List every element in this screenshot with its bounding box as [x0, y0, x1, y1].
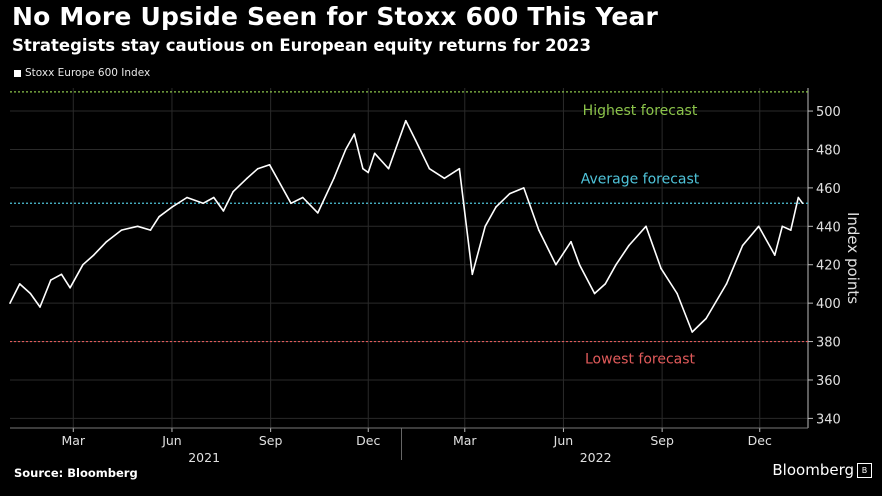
data-point	[458, 167, 461, 170]
data-point	[232, 190, 234, 193]
x-year-label: 2022	[580, 450, 612, 465]
chart-title: No More Upside Seen for Stoxx 600 This Y…	[12, 2, 659, 31]
x-tick-label: Dec	[748, 433, 772, 448]
data-point	[797, 196, 800, 199]
data-point	[246, 177, 248, 180]
data-point	[353, 133, 356, 135]
data-point	[628, 244, 630, 247]
data-point	[212, 196, 215, 199]
x-tick-label: Jun	[553, 433, 574, 448]
data-point	[691, 331, 693, 333]
brand-name: Bloomberg	[772, 461, 854, 479]
data-point	[29, 292, 32, 295]
x-tick-label: Jun	[161, 433, 182, 448]
y-axis-title: Index points	[844, 212, 862, 304]
data-point	[136, 225, 139, 228]
data-point	[790, 229, 792, 231]
data-point	[186, 196, 188, 199]
y-tick-label: 480	[816, 143, 841, 158]
data-point	[344, 148, 347, 151]
y-tick-label: 360	[816, 374, 841, 389]
reference-line-label: Highest forecast	[583, 103, 698, 119]
legend-label: Stoxx Europe 600 Index	[25, 67, 151, 79]
data-point	[171, 206, 173, 208]
data-point	[537, 229, 540, 231]
data-point	[522, 187, 525, 189]
brand-icon: B	[857, 462, 872, 478]
data-point	[676, 292, 678, 295]
x-tick-label: Mar	[453, 433, 477, 448]
data-point	[443, 177, 446, 180]
y-tick-label: 380	[816, 336, 841, 351]
y-tick-label: 500	[816, 105, 841, 120]
data-point	[570, 240, 572, 243]
legend-swatch	[14, 69, 21, 77]
data-point	[509, 192, 511, 195]
data-point	[105, 240, 108, 243]
x-tick-label: Dec	[356, 433, 380, 448]
data-point	[317, 212, 319, 214]
data-point	[149, 229, 152, 231]
data-point	[69, 286, 71, 289]
data-point	[18, 283, 21, 285]
data-point	[39, 306, 41, 308]
data-point	[773, 254, 776, 256]
y-tick-label: 420	[816, 259, 841, 274]
data-point	[60, 273, 63, 276]
reference-line-label: Average forecast	[581, 171, 700, 187]
data-point	[9, 302, 11, 304]
x-tick-label: Sep	[259, 433, 283, 448]
data-point	[120, 229, 123, 231]
data-point	[578, 263, 581, 266]
data-point	[373, 152, 376, 155]
data-point	[604, 283, 607, 285]
data-point	[705, 317, 707, 320]
data-point	[290, 202, 292, 205]
data-point	[741, 244, 744, 247]
data-point	[222, 210, 225, 212]
chart-subtitle: Strategists stay cautious on European eq…	[12, 36, 592, 55]
data-point	[757, 225, 760, 228]
data-point	[428, 167, 431, 170]
data-point	[660, 267, 662, 270]
data-point	[414, 139, 417, 141]
data-point	[202, 202, 204, 205]
y-tick-label: 460	[816, 182, 841, 197]
data-point	[725, 283, 728, 285]
data-point	[158, 215, 160, 218]
data-point	[593, 292, 596, 295]
data-point	[268, 164, 271, 166]
data-point	[302, 196, 304, 199]
data-point	[362, 167, 364, 170]
data-point	[279, 183, 282, 185]
data-point	[387, 167, 390, 170]
y-tick-label: 440	[816, 220, 841, 235]
data-point	[484, 225, 486, 228]
data-point	[333, 177, 335, 180]
data-point	[256, 167, 259, 170]
chart-legend: Stoxx Europe 600 Index	[14, 67, 150, 79]
data-point	[615, 263, 617, 266]
data-point	[781, 225, 784, 228]
data-point	[645, 225, 647, 228]
x-tick-label: Sep	[650, 433, 674, 448]
data-point	[49, 279, 52, 281]
brand-logo: Bloomberg B	[772, 461, 872, 479]
y-tick-label: 400	[816, 297, 841, 312]
data-point	[495, 206, 497, 208]
y-tick-label: 340	[816, 412, 841, 427]
data-point	[92, 254, 95, 256]
data-point	[555, 263, 557, 266]
data-point	[367, 171, 370, 174]
source-note: Source: Bloomberg	[14, 466, 138, 480]
x-tick-label: Mar	[61, 433, 85, 448]
reference-line-label: Lowest forecast	[585, 352, 696, 368]
data-point	[82, 263, 84, 266]
data-point	[404, 119, 407, 122]
data-point	[471, 273, 474, 276]
data-point	[801, 202, 804, 205]
x-year-label: 2021	[188, 450, 220, 465]
